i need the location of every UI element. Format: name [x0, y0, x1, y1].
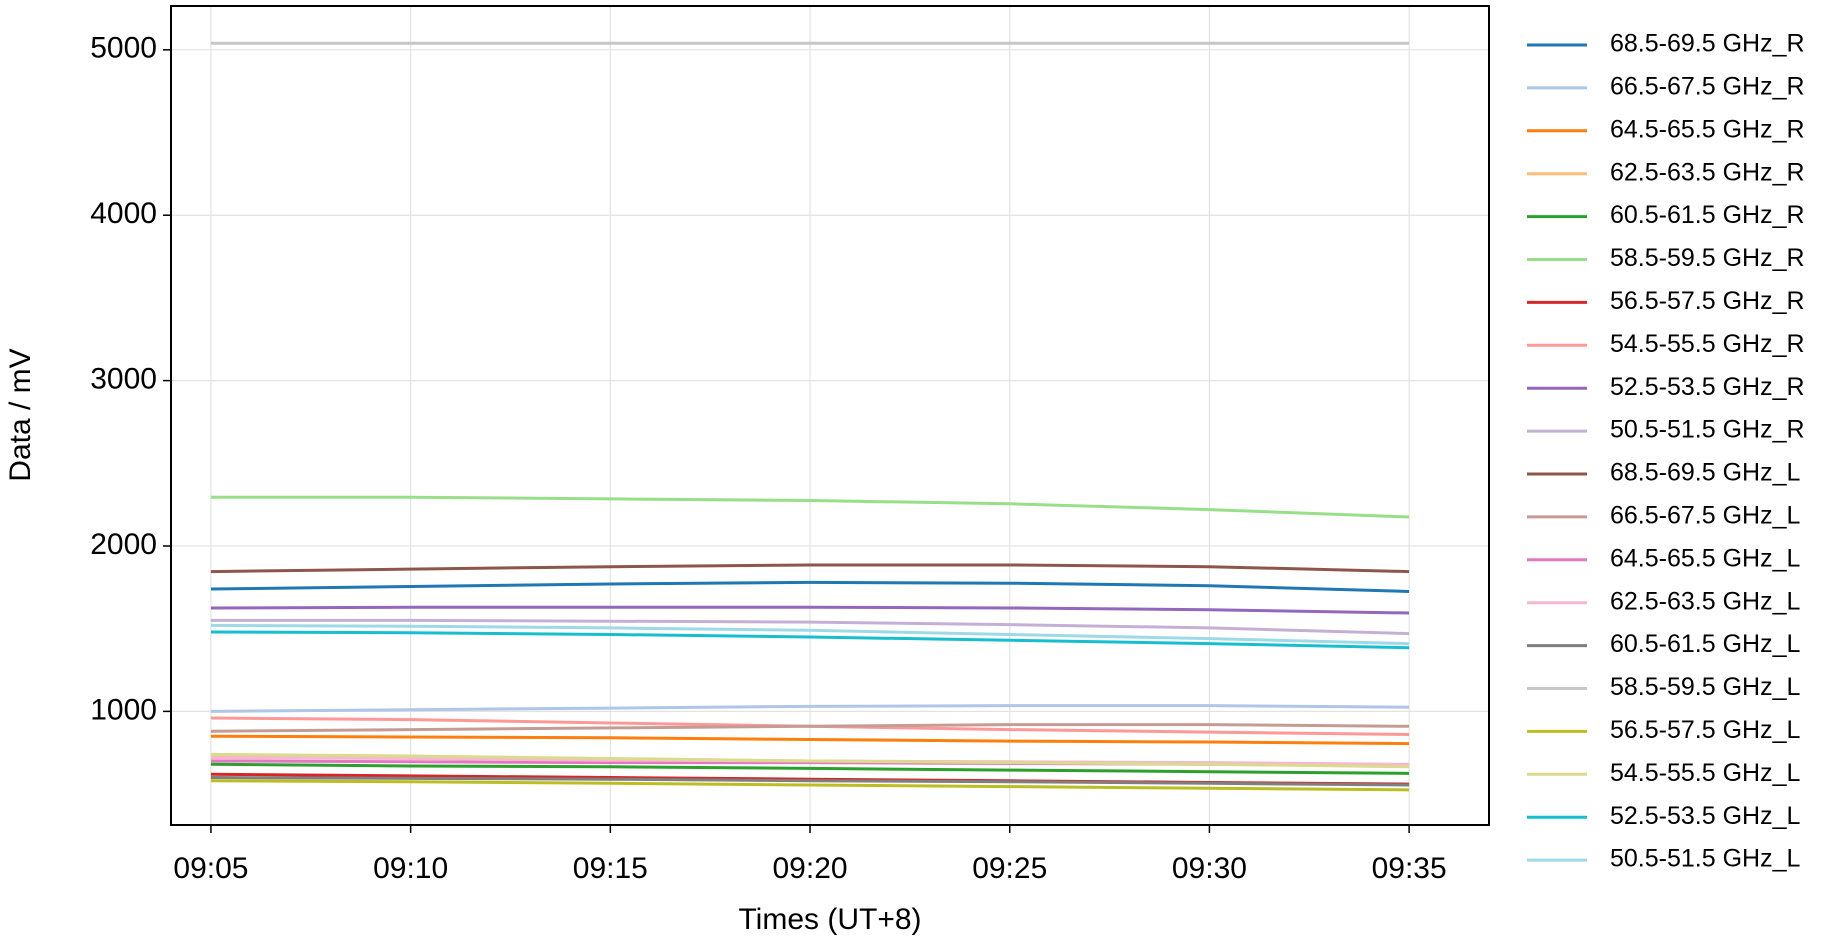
- legend-label: 62.5-63.5 GHz_L: [1610, 587, 1800, 615]
- legend-label: 58.5-59.5 GHz_L: [1610, 673, 1800, 701]
- legend-label: 64.5-65.5 GHz_L: [1610, 544, 1800, 572]
- x-axis-label: Times (UT+8): [738, 903, 921, 936]
- y-tick-label: 3000: [90, 363, 157, 396]
- series-line: [210, 630, 1410, 650]
- series-line: [210, 734, 1410, 746]
- legend-label: 56.5-57.5 GHz_L: [1610, 716, 1800, 744]
- y-tick-label: 2000: [90, 528, 157, 561]
- series-line: [210, 580, 1410, 593]
- series-line: [210, 495, 1410, 519]
- x-tick-label: 09:30: [1172, 852, 1247, 885]
- y-tick-label: 1000: [90, 693, 157, 726]
- series-line: [210, 752, 1410, 769]
- legend-label: 66.5-67.5 GHz_L: [1610, 502, 1800, 530]
- series-line: [210, 723, 1410, 733]
- legend-label: 50.5-51.5 GHz_L: [1610, 845, 1800, 873]
- legend-label: 60.5-61.5 GHz_R: [1610, 201, 1805, 229]
- x-tick-label: 09:25: [972, 852, 1047, 885]
- series-line: [210, 704, 1410, 713]
- series-line: [210, 776, 1410, 787]
- series-line: [210, 779, 1410, 792]
- legend-label: 54.5-55.5 GHz_L: [1610, 759, 1800, 787]
- x-tick-label: 09:10: [373, 852, 448, 885]
- legend-label: 66.5-67.5 GHz_R: [1610, 73, 1805, 101]
- x-tick-label: 09:20: [772, 852, 847, 885]
- plot-frame: [170, 5, 1490, 826]
- legend-label: 56.5-57.5 GHz_R: [1610, 287, 1805, 315]
- legend-label: 52.5-53.5 GHz_L: [1610, 802, 1800, 830]
- x-tick-label: 09:05: [173, 852, 248, 885]
- x-tick-label: 09:35: [1372, 852, 1447, 885]
- legend-label: 54.5-55.5 GHz_R: [1610, 330, 1805, 358]
- legend-label: 62.5-63.5 GHz_R: [1610, 158, 1805, 186]
- y-tick-label: 4000: [90, 197, 157, 230]
- legend-label: 68.5-69.5 GHz_L: [1610, 459, 1800, 487]
- x-tick-label: 09:15: [573, 852, 648, 885]
- legend-label: 64.5-65.5 GHz_R: [1610, 115, 1805, 143]
- legend-label: 58.5-59.5 GHz_R: [1610, 244, 1805, 272]
- series-line: [210, 762, 1410, 775]
- series-line: [210, 618, 1410, 636]
- y-tick-label: 5000: [90, 32, 157, 65]
- series-line: [210, 563, 1410, 574]
- legend-label: 68.5-69.5 GHz_R: [1610, 30, 1805, 58]
- series-line: [210, 623, 1410, 646]
- legend-label: 60.5-61.5 GHz_L: [1610, 630, 1800, 658]
- series-line: [210, 605, 1410, 615]
- legend-label: 50.5-51.5 GHz_R: [1610, 416, 1805, 444]
- y-axis-label: Data / mV: [4, 348, 37, 481]
- legend-label: 52.5-53.5 GHz_R: [1610, 373, 1805, 401]
